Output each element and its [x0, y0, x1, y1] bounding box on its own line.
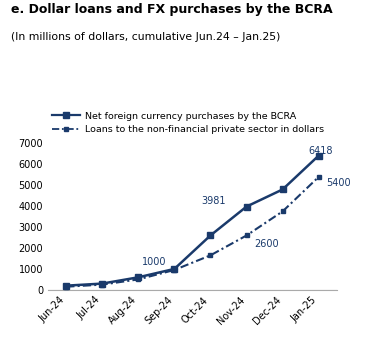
Text: 1000: 1000: [142, 257, 167, 267]
Text: 5400: 5400: [326, 178, 351, 188]
Text: 6418: 6418: [308, 146, 333, 156]
Text: (In millions of dollars, cumulative Jun.24 – Jan.25): (In millions of dollars, cumulative Jun.…: [11, 32, 280, 42]
Text: e. Dollar loans and FX purchases by the BCRA: e. Dollar loans and FX purchases by the …: [11, 3, 333, 16]
Text: 3981: 3981: [202, 196, 226, 206]
Text: 2600: 2600: [254, 239, 279, 249]
Legend: Net foreign currency purchases by the BCRA, Loans to the non-financial private s: Net foreign currency purchases by the BC…: [48, 107, 328, 138]
